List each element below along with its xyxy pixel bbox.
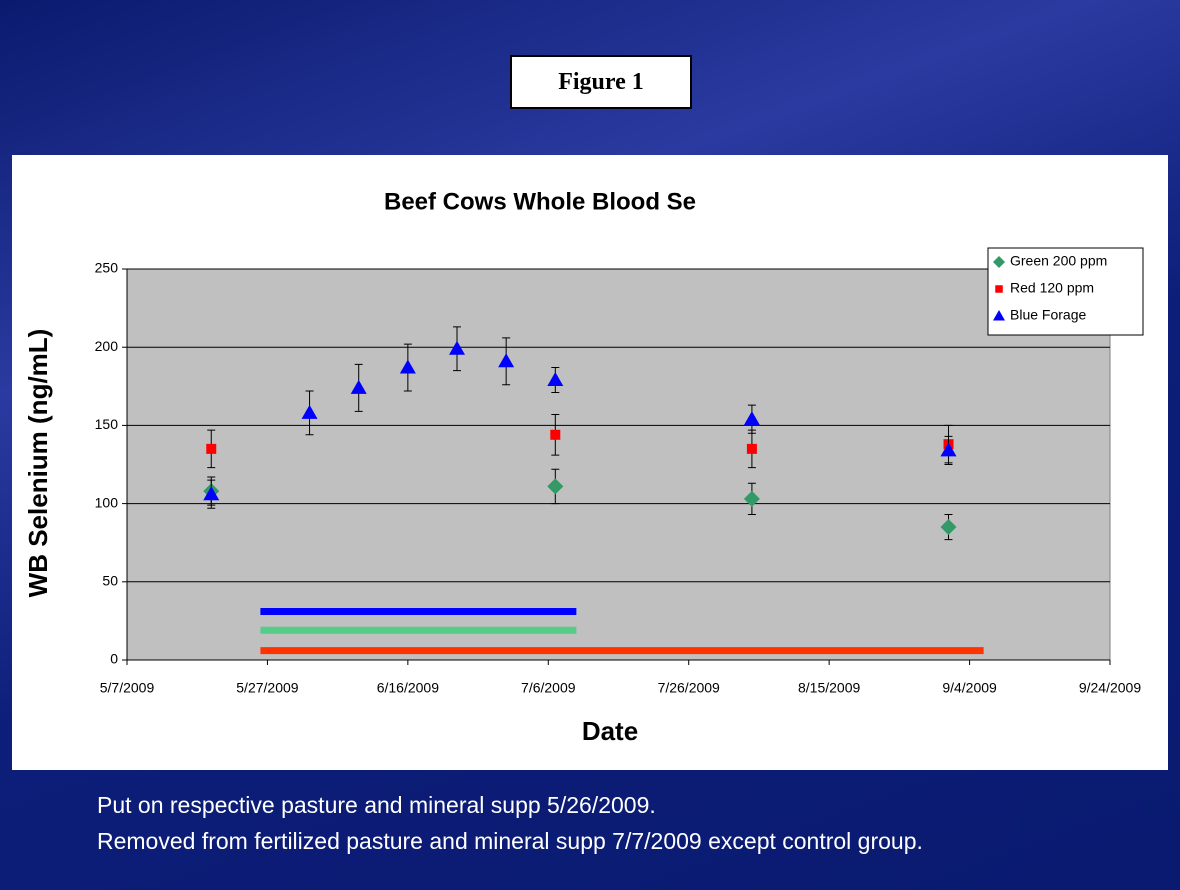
data-point	[743, 490, 760, 507]
legend-label: Red 120 ppm	[1010, 280, 1094, 296]
chart-title: Beef Cows Whole Blood Se	[384, 188, 696, 215]
legend-marker	[993, 256, 1005, 268]
legend-label: Blue Forage	[1010, 307, 1086, 323]
y-tick-label: 0	[110, 651, 118, 667]
data-point	[547, 478, 564, 495]
legend-box	[987, 247, 1144, 336]
x-tick-label: 6/16/2009	[377, 680, 439, 696]
legend-marker	[993, 310, 1005, 321]
legend-label: Green 200 ppm	[1010, 253, 1107, 269]
x-tick-label: 9/24/2009	[1079, 680, 1141, 696]
y-axis-label: WB Selenium (ng/mL)	[23, 329, 53, 598]
data-point	[547, 372, 564, 387]
x-axis-label: Date	[582, 716, 638, 746]
y-tick-label: 200	[95, 338, 119, 354]
plot-area	[126, 268, 1111, 661]
y-tick-label: 150	[95, 416, 119, 432]
data-point	[940, 442, 957, 457]
figure-label: Figure 1	[510, 55, 692, 109]
data-point	[206, 443, 217, 454]
data-point	[746, 443, 757, 454]
data-point	[203, 486, 220, 501]
data-point	[301, 404, 318, 419]
x-tick-label: 7/26/2009	[658, 680, 720, 696]
data-point	[399, 359, 416, 374]
data-point	[743, 411, 760, 426]
data-point	[449, 340, 466, 355]
x-tick-label: 5/7/2009	[100, 680, 155, 696]
x-tick-label: 8/15/2009	[798, 680, 860, 696]
x-tick-label: 9/4/2009	[942, 680, 997, 696]
y-tick-label: 250	[95, 260, 119, 276]
note: Put on respective pasture and mineral su…	[97, 792, 656, 818]
data-point	[940, 519, 957, 536]
data-point	[350, 379, 367, 394]
data-point	[550, 429, 561, 440]
x-tick-label: 5/27/2009	[236, 680, 298, 696]
y-tick-label: 100	[95, 494, 119, 510]
legend-marker	[995, 285, 1003, 293]
y-tick-label: 50	[102, 573, 118, 589]
x-tick-label: 7/6/2009	[521, 680, 576, 696]
note: Removed from fertilized pasture and mine…	[97, 828, 923, 854]
data-point	[498, 353, 515, 368]
